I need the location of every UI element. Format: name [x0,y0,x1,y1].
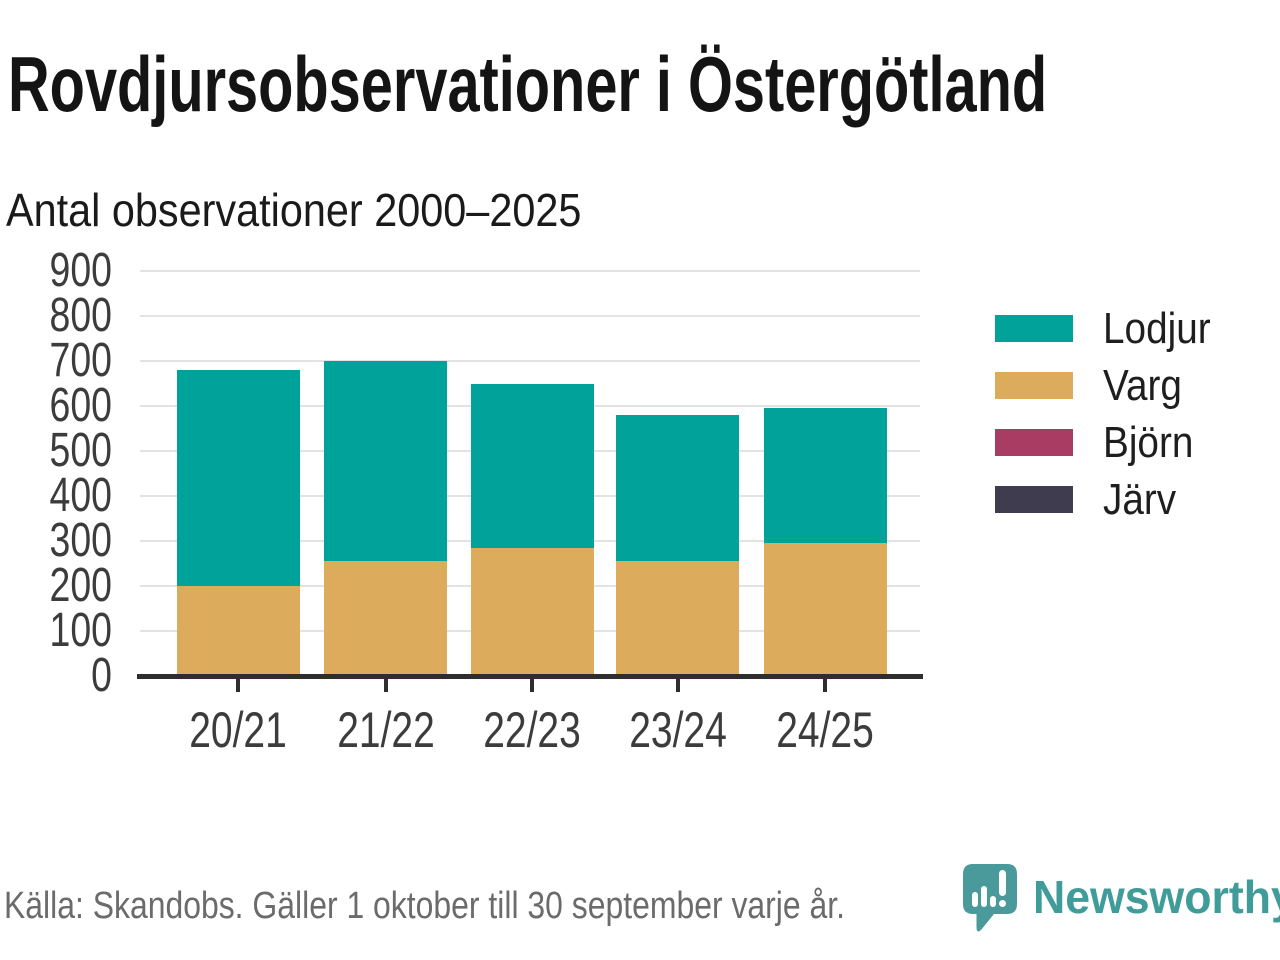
bar-segment-varg-21-22 [324,561,447,676]
x-axis-line [137,674,923,679]
legend-label-varg: Varg [1103,361,1182,410]
x-axis-tick-21-22 [383,679,388,692]
x-tick-label-22-23: 22/23 [483,702,581,758]
bar-segment-varg-24-25 [763,543,887,676]
legend-item-jarv: Järv [995,475,1225,524]
y-tick-label-600: 600 [49,379,112,432]
legend-swatch-varg [995,372,1073,399]
y-tick-label-800: 800 [49,289,112,342]
x-tick-label-21-22: 21/22 [336,702,435,758]
newsworthy-logo-icon [963,864,1017,932]
bar-segment-varg-22-23 [470,547,594,676]
x-axis-tick-23-24 [675,679,680,692]
source-note: Källa: Skandobs. Gäller 1 oktober till 3… [4,885,846,927]
bar-segment-lodjur-21-22 [324,361,447,562]
x-tick-label-20-21: 20/21 [189,702,287,758]
x-tick-label-24-25: 24/25 [776,702,874,758]
legend-label-jarv: Järv [1103,475,1177,524]
bar-segment-lodjur-24-25 [763,408,887,544]
y-tick-label-300: 300 [49,514,112,567]
y-tick-label-500: 500 [49,424,112,477]
legend-swatch-lodjur [995,315,1073,342]
y-tick-label-0: 0 [91,649,112,702]
y-tick-label-100: 100 [49,604,112,657]
x-tick-label-23-24: 23/24 [628,702,727,758]
legend-label-bjorn: Björn [1103,418,1194,467]
legend-swatch-bjorn [995,429,1073,456]
page-title: Rovdjursobservationer i Östergötland [8,40,1048,128]
bar-segment-varg-20-21 [176,586,300,676]
y-tick-label-400: 400 [49,469,112,522]
newsworthy-logo: Newsworthy [961,862,1280,936]
bar-segment-lodjur-20-21 [176,370,300,586]
gridline-700 [140,360,920,362]
bar-segment-varg-23-24 [616,561,739,676]
legend: Lodjur Varg Björn Järv [995,304,1225,543]
legend-item-lodjur: Lodjur [995,304,1225,353]
gridline-800 [140,315,920,317]
legend-item-bjorn: Björn [995,418,1225,467]
y-tick-label-200: 200 [49,559,112,612]
y-tick-label-700: 700 [49,334,112,387]
x-axis-tick-24-25 [823,679,827,692]
x-axis-tick-20-21 [236,679,240,692]
newsworthy-wordmark: Newsworthy [1033,871,1280,923]
gridline-900 [140,270,920,272]
bar-segment-lodjur-23-24 [616,415,739,562]
legend-label-lodjur: Lodjur [1103,304,1211,353]
y-tick-label-900: 900 [49,244,112,297]
bar-segment-lodjur-22-23 [470,383,594,548]
x-axis-tick-22-23 [530,679,534,692]
chart-subtitle: Antal observationer 2000–2025 [6,184,582,236]
legend-swatch-jarv [995,486,1073,513]
legend-item-varg: Varg [995,361,1225,410]
